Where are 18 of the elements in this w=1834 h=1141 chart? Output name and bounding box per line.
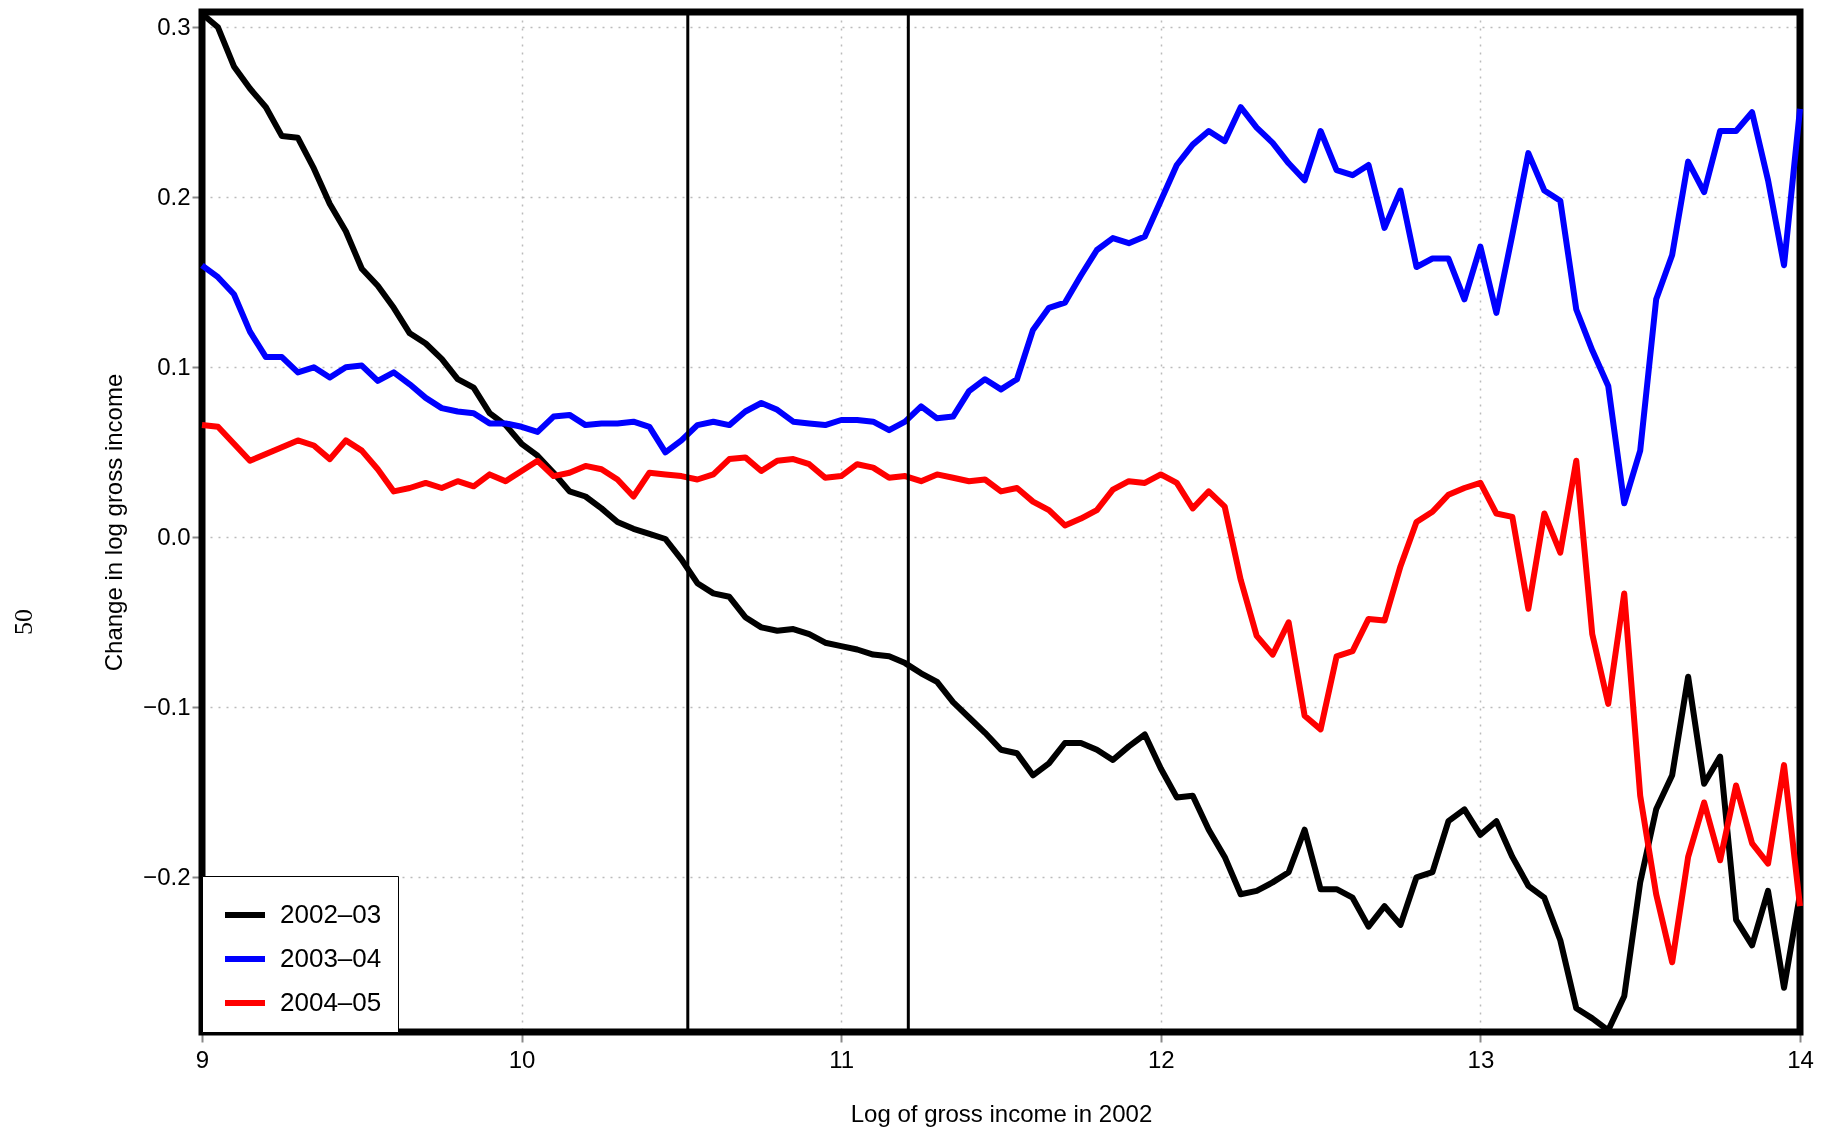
y-tick-label: −0.2 bbox=[143, 862, 191, 890]
x-tick-label: 13 bbox=[1467, 1045, 1495, 1073]
x-axis-title: Log of gross income in 2002 bbox=[850, 1099, 1153, 1127]
x-tick-label: 12 bbox=[1147, 1045, 1175, 1073]
x-tick-label: 14 bbox=[1787, 1045, 1814, 1073]
text: 50 bbox=[9, 609, 38, 635]
y-tick-label: 0.0 bbox=[157, 522, 191, 550]
y-tick-label: 0.3 bbox=[157, 12, 191, 40]
legend-label: 2004–05 bbox=[280, 987, 382, 1017]
x-tick-label: 10 bbox=[508, 1045, 536, 1073]
y-tick-label: −0.1 bbox=[143, 692, 191, 720]
x-tick-label: 11 bbox=[829, 1045, 855, 1073]
legend-label: 2002–03 bbox=[280, 899, 382, 929]
y-tick-label: 0.2 bbox=[157, 182, 191, 210]
y-axis-title: Change in log gross income bbox=[100, 373, 128, 672]
y-tick-label: 0.1 bbox=[157, 352, 191, 380]
legend-label: 2003–04 bbox=[280, 943, 382, 973]
x-tick-label: 9 bbox=[195, 1045, 210, 1073]
